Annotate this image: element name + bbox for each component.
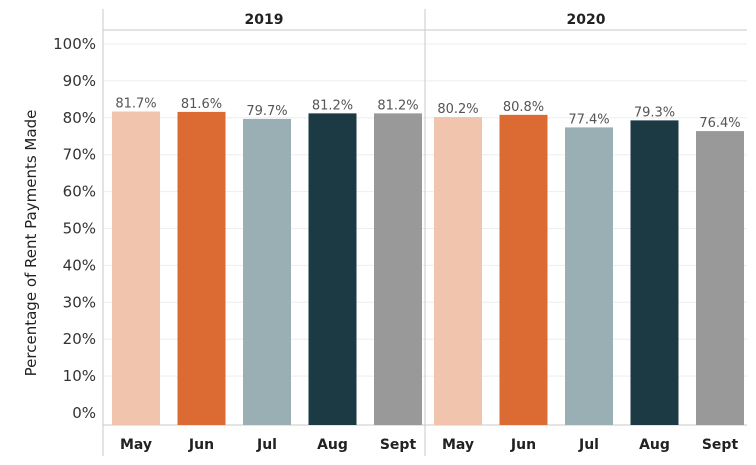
x-tick-label: Jul xyxy=(578,437,599,453)
bar xyxy=(374,113,422,425)
data-label: 79.3% xyxy=(634,105,675,120)
bar xyxy=(630,120,679,426)
data-label: 80.8% xyxy=(503,100,544,115)
bar xyxy=(565,127,613,426)
bar xyxy=(177,111,226,426)
y-tick-label: 70% xyxy=(63,146,96,164)
bar xyxy=(112,111,160,425)
y-tick-label: 20% xyxy=(63,330,96,348)
y-tick-label: 40% xyxy=(63,256,96,274)
data-label: 81.2% xyxy=(312,98,353,113)
bars-layer xyxy=(112,111,744,426)
bar xyxy=(308,113,357,425)
y-tick-label: 90% xyxy=(63,72,96,90)
panel-title: 2019 xyxy=(245,12,284,28)
x-tick-label: Jun xyxy=(188,437,214,453)
data-label: 81.6% xyxy=(181,97,222,112)
x-tick-label: Sept xyxy=(380,437,417,453)
y-axis-title: Percentage of Rent Payments Made xyxy=(22,110,40,377)
bar xyxy=(434,117,482,425)
x-tick-label: Sept xyxy=(702,437,739,453)
x-tick-label: Jul xyxy=(256,437,277,453)
labels-layer: 0% 10% 20% 30% 40% 50% 60% 70% 80% 90% 100% 2019 81.… xyxy=(53,12,741,453)
data-label: 81.7% xyxy=(115,97,156,112)
bar xyxy=(696,131,744,426)
y-tick-label: 80% xyxy=(63,109,96,127)
data-label: 80.2% xyxy=(437,102,478,117)
data-label: 79.7% xyxy=(246,104,287,119)
y-tick-label: 0% xyxy=(72,404,96,422)
y-tick-label: 30% xyxy=(63,293,96,311)
bar xyxy=(243,118,291,426)
y-tick-label: 60% xyxy=(63,183,96,201)
x-tick-label: May xyxy=(120,437,152,453)
y-tick-label: 50% xyxy=(63,220,96,238)
data-label: 81.2% xyxy=(377,98,418,113)
x-tick-label: Jun xyxy=(510,437,536,453)
x-tick-label: Aug xyxy=(317,437,348,453)
y-tick-label: 10% xyxy=(63,367,96,385)
x-tick-label: Aug xyxy=(639,437,670,453)
y-tick-label: 100% xyxy=(53,35,96,53)
bar xyxy=(499,114,548,426)
x-tick-label: May xyxy=(442,437,474,453)
data-label: 77.4% xyxy=(568,112,609,127)
panel-title: 2020 xyxy=(567,12,606,28)
data-label: 76.4% xyxy=(699,116,740,131)
